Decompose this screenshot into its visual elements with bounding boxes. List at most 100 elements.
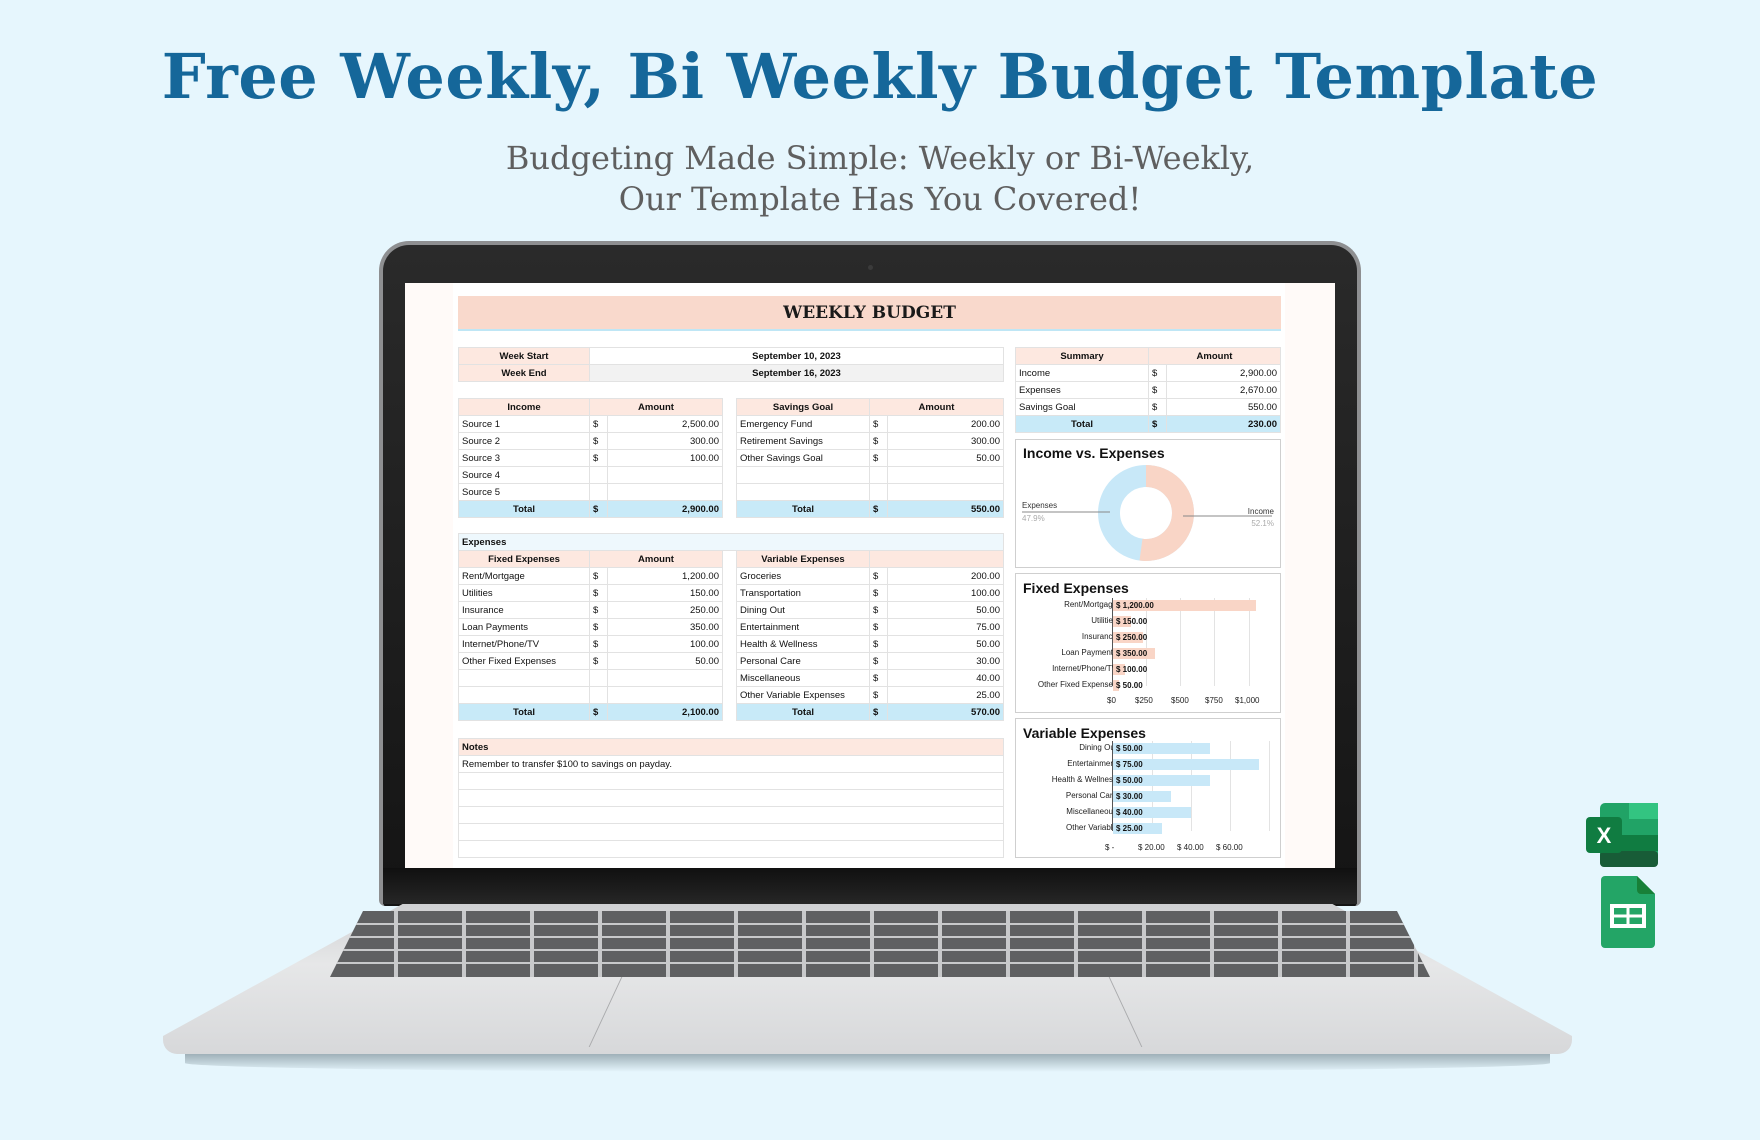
cell[interactable]: 200.00 xyxy=(887,567,1004,585)
cell[interactable]: 350.00 xyxy=(607,618,723,636)
x-tick: $500 xyxy=(1171,696,1189,705)
cell[interactable]: $ xyxy=(869,567,888,585)
cell[interactable]: $ xyxy=(869,415,888,433)
income-header: Income xyxy=(458,398,590,416)
cell[interactable]: 1,200.00 xyxy=(607,567,723,585)
cell[interactable]: Retirement Savings xyxy=(736,432,870,450)
x-tick: $ 20.00 xyxy=(1138,843,1165,852)
table-row: Savings Goal $550.00 xyxy=(1015,398,1281,416)
week-end-label: Week End xyxy=(458,364,590,382)
cell[interactable]: $ xyxy=(589,635,608,653)
notes-line[interactable]: Remember to transfer $100 to savings on … xyxy=(458,755,1004,773)
cell[interactable] xyxy=(607,483,723,501)
cell[interactable]: 50.00 xyxy=(887,449,1004,467)
notes-line[interactable] xyxy=(458,789,1004,807)
cell[interactable] xyxy=(887,466,1004,484)
cell[interactable]: $ xyxy=(589,601,608,619)
cell[interactable]: $ xyxy=(869,652,888,670)
total-label: Total xyxy=(1015,415,1149,433)
week-start-value[interactable]: September 10, 2023 xyxy=(589,347,1004,365)
fixed-expenses-chart[interactable]: Fixed Expenses Rent/Mortgage $ 1,200.00 … xyxy=(1015,573,1281,713)
cell[interactable]: 2,500.00 xyxy=(607,415,723,433)
cell[interactable] xyxy=(589,466,608,484)
cell[interactable]: $ xyxy=(589,449,608,467)
hero-title: Free Weekly, Bi Weekly Budget Template xyxy=(161,40,1599,113)
cell[interactable]: Entertainment xyxy=(736,618,870,636)
cell[interactable] xyxy=(589,686,608,704)
cell[interactable]: Other Savings Goal xyxy=(736,449,870,467)
cell[interactable]: Source 1 xyxy=(458,415,590,433)
cell[interactable]: $ xyxy=(589,618,608,636)
cell[interactable] xyxy=(869,483,888,501)
cell[interactable] xyxy=(736,466,870,484)
cell[interactable]: 300.00 xyxy=(887,432,1004,450)
cell[interactable]: 40.00 xyxy=(887,669,1004,687)
cell[interactable]: $ xyxy=(589,567,608,585)
cell[interactable]: Transportation xyxy=(736,584,870,602)
cell[interactable]: $ xyxy=(869,584,888,602)
notes-line[interactable] xyxy=(458,806,1004,824)
cell[interactable]: $ xyxy=(869,601,888,619)
income-vs-expenses-chart[interactable]: Income vs. Expenses Expenses 47.9% Incom… xyxy=(1015,439,1281,568)
cell[interactable]: 150.00 xyxy=(607,584,723,602)
cell[interactable]: Source 5 xyxy=(458,483,590,501)
cell[interactable] xyxy=(458,669,590,687)
cell[interactable]: 30.00 xyxy=(887,652,1004,670)
cell[interactable]: 50.00 xyxy=(607,652,723,670)
cell[interactable]: Source 2 xyxy=(458,432,590,450)
cell[interactable] xyxy=(458,686,590,704)
cell[interactable]: Other Variable Expenses xyxy=(736,686,870,704)
cell[interactable] xyxy=(869,466,888,484)
cell[interactable] xyxy=(887,483,1004,501)
cell[interactable]: Insurance xyxy=(458,601,590,619)
cell[interactable]: Source 4 xyxy=(458,466,590,484)
cell[interactable]: $ xyxy=(589,415,608,433)
cell[interactable]: 25.00 xyxy=(887,686,1004,704)
cell[interactable]: 100.00 xyxy=(607,635,723,653)
cell[interactable]: Source 3 xyxy=(458,449,590,467)
cell[interactable]: 300.00 xyxy=(607,432,723,450)
cell[interactable]: $ xyxy=(589,432,608,450)
cell[interactable]: 100.00 xyxy=(887,584,1004,602)
cell[interactable]: 250.00 xyxy=(607,601,723,619)
notes-line[interactable] xyxy=(458,772,1004,790)
cell[interactable]: 100.00 xyxy=(607,449,723,467)
cell[interactable]: $ xyxy=(869,449,888,467)
cell[interactable]: $ xyxy=(869,669,888,687)
cell[interactable]: Emergency Fund xyxy=(736,415,870,433)
cell[interactable]: 75.00 xyxy=(887,618,1004,636)
cell[interactable]: Health & Wellness xyxy=(736,635,870,653)
cell[interactable]: 200.00 xyxy=(887,415,1004,433)
cell[interactable] xyxy=(736,483,870,501)
cell[interactable] xyxy=(589,669,608,687)
variable-amount-header xyxy=(869,550,1004,568)
cell[interactable]: Miscellaneous xyxy=(736,669,870,687)
cell[interactable]: $ xyxy=(869,686,888,704)
cell[interactable]: $ xyxy=(589,652,608,670)
cell[interactable] xyxy=(607,669,723,687)
week-end-value[interactable]: September 16, 2023 xyxy=(589,364,1004,382)
cell[interactable] xyxy=(607,686,723,704)
cell[interactable]: Groceries xyxy=(736,567,870,585)
cell[interactable] xyxy=(589,483,608,501)
cell[interactable]: Loan Payments xyxy=(458,618,590,636)
cell[interactable]: $ xyxy=(869,432,888,450)
google-sheets-icon[interactable] xyxy=(1601,876,1655,953)
variable-expenses-chart[interactable]: Variable Expenses Dining Out $ 50.00 Ent… xyxy=(1015,718,1281,858)
notes-line[interactable] xyxy=(458,840,1004,858)
cell[interactable]: $ xyxy=(869,635,888,653)
cell[interactable]: Other Fixed Expenses xyxy=(458,652,590,670)
cell: Savings Goal xyxy=(1015,398,1149,416)
excel-icon[interactable]: X xyxy=(1586,803,1658,872)
notes-line[interactable] xyxy=(458,823,1004,841)
cell[interactable]: Internet/Phone/TV xyxy=(458,635,590,653)
cell[interactable]: $ xyxy=(869,618,888,636)
cell[interactable]: Personal Care xyxy=(736,652,870,670)
cell[interactable]: $ xyxy=(589,584,608,602)
cell[interactable] xyxy=(607,466,723,484)
cell[interactable]: Dining Out xyxy=(736,601,870,619)
cell[interactable]: 50.00 xyxy=(887,635,1004,653)
cell[interactable]: Rent/Mortgage xyxy=(458,567,590,585)
cell[interactable]: 50.00 xyxy=(887,601,1004,619)
cell[interactable]: Utilities xyxy=(458,584,590,602)
